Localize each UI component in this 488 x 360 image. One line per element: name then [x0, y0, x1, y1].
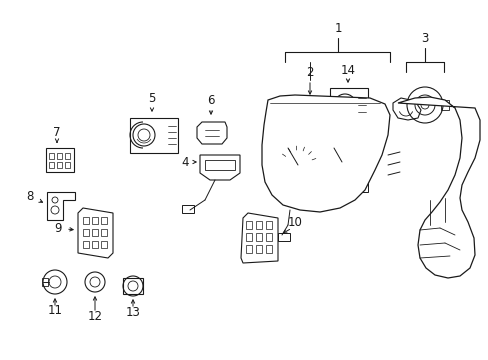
Bar — [256, 245, 262, 253]
Polygon shape — [392, 98, 420, 120]
Bar — [49, 153, 54, 159]
Bar — [245, 233, 251, 241]
Bar — [83, 217, 89, 224]
Polygon shape — [397, 97, 479, 278]
Text: 8: 8 — [26, 189, 34, 202]
Polygon shape — [200, 155, 240, 180]
Text: 9: 9 — [54, 221, 61, 234]
Text: 5: 5 — [148, 93, 155, 105]
Bar — [83, 229, 89, 236]
Bar — [49, 162, 54, 168]
Bar — [245, 221, 251, 229]
Bar — [278, 233, 289, 241]
Text: 3: 3 — [421, 31, 428, 45]
Bar — [130, 118, 178, 153]
Text: 14: 14 — [340, 63, 355, 77]
Bar — [57, 162, 62, 168]
Bar — [65, 162, 70, 168]
Bar — [265, 233, 271, 241]
Text: 2: 2 — [305, 66, 313, 78]
Polygon shape — [197, 122, 226, 144]
Bar — [92, 241, 98, 248]
Polygon shape — [78, 208, 113, 258]
Bar — [256, 221, 262, 229]
Bar — [92, 229, 98, 236]
Text: 6: 6 — [207, 94, 214, 107]
Text: 4: 4 — [181, 156, 188, 168]
Text: 7: 7 — [53, 126, 61, 139]
Polygon shape — [262, 95, 389, 212]
Text: 1: 1 — [334, 22, 341, 36]
Bar — [101, 241, 107, 248]
Bar — [204, 160, 235, 170]
Bar — [329, 88, 367, 123]
Text: 13: 13 — [125, 306, 140, 319]
Bar — [265, 245, 271, 253]
Polygon shape — [241, 213, 278, 263]
Bar — [440, 100, 448, 110]
Bar — [429, 248, 451, 264]
Polygon shape — [47, 192, 75, 220]
Text: 12: 12 — [87, 310, 102, 323]
Bar — [46, 148, 74, 172]
Bar — [349, 178, 367, 192]
Bar — [182, 205, 194, 213]
Bar — [57, 153, 62, 159]
Text: 10: 10 — [287, 216, 302, 229]
Bar — [123, 278, 142, 294]
Bar — [101, 229, 107, 236]
Bar — [83, 241, 89, 248]
Bar — [92, 217, 98, 224]
Bar — [101, 217, 107, 224]
Bar — [245, 245, 251, 253]
Bar — [256, 233, 262, 241]
Bar — [42, 278, 48, 286]
Bar — [265, 221, 271, 229]
Bar — [65, 153, 70, 159]
Text: 11: 11 — [47, 303, 62, 316]
